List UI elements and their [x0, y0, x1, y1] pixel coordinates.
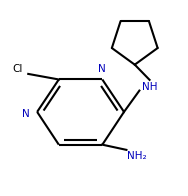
Text: NH: NH [142, 82, 157, 92]
Text: N: N [22, 109, 30, 119]
Text: N: N [98, 64, 105, 74]
Text: Cl: Cl [13, 64, 23, 74]
Text: NH₂: NH₂ [127, 151, 146, 161]
